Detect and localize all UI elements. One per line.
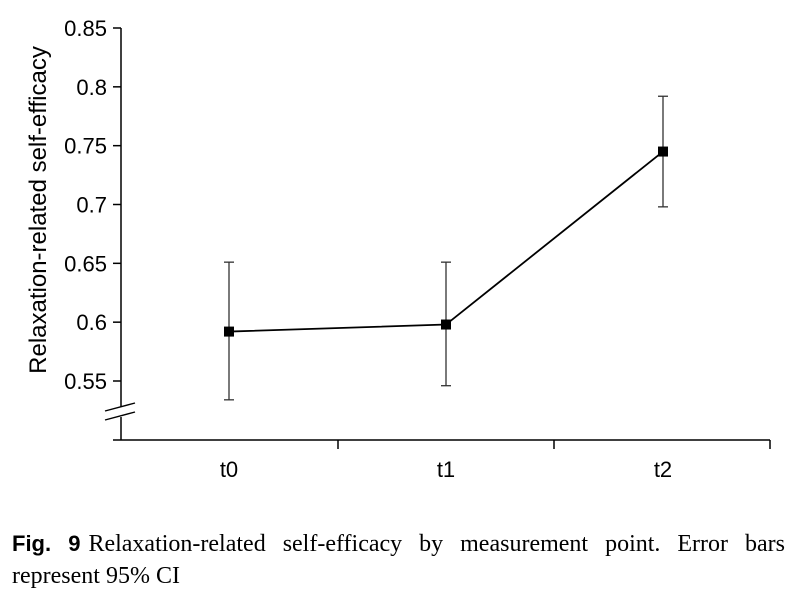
- data-point-marker: [658, 146, 668, 157]
- chart: 0.55 0.6 0.65 0.7 0.75 0.8 0.85 t0 t1 t2 Relaxat…: [25, 16, 771, 482]
- figure-caption: Fig. 9 Relaxation-related self-efficacy b…: [12, 528, 785, 592]
- y-ticks: 0.55 0.6 0.65 0.7 0.75 0.8 0.85: [64, 16, 121, 394]
- x-tick-label: t1: [437, 457, 455, 482]
- caption-text: Relaxation-related self-efficacy by meas…: [12, 531, 786, 589]
- axis-break-mark: [104, 402, 136, 412]
- y-tick-label: 0.6: [76, 310, 107, 335]
- y-tick-label: 0.7: [76, 193, 107, 218]
- y-tick-label: 0.85: [64, 16, 107, 41]
- axes: [104, 28, 770, 441]
- data-point-marker: [224, 326, 234, 337]
- data-point-marker: [441, 319, 451, 330]
- x-tick-label: t2: [654, 457, 672, 482]
- x-ticks: t0 t1 t2: [220, 440, 771, 482]
- markers: [224, 146, 668, 337]
- y-tick-label: 0.8: [76, 75, 107, 100]
- y-tick-label: 0.55: [64, 369, 107, 394]
- y-tick-label: 0.65: [64, 251, 107, 276]
- x-tick-label: t0: [220, 457, 238, 482]
- y-tick-label: 0.75: [64, 134, 107, 159]
- y-axis-label: Relaxation-related self-efficacy: [25, 46, 52, 374]
- figure-label: Fig. 9: [12, 531, 81, 556]
- axis-break-mark: [104, 411, 136, 421]
- error-bars: [224, 95, 668, 401]
